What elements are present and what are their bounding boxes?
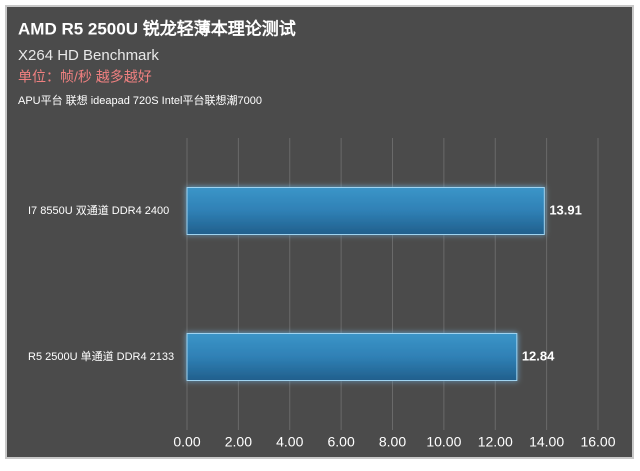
value-label: 12.84 <box>522 348 555 363</box>
x-tick-label: 10.00 <box>426 434 461 450</box>
y-tick-label: I7 8550U 双通道 DDR4 2400 <box>28 203 169 217</box>
bar <box>186 333 518 381</box>
x-tick-label: 6.00 <box>328 434 355 450</box>
plot-area: 0.00 2.00 4.00 6.00 8.00 10.00 12.00 14.00 16.00… <box>28 138 616 450</box>
chart-title: AMD R5 2500U 锐龙轻薄本理论测试 <box>18 18 296 38</box>
unit-note: 单位：帧/秒 越多越好 <box>18 69 152 85</box>
x-tick-label: 2.00 <box>225 434 252 450</box>
x-tick-label: 12.00 <box>478 434 513 450</box>
chart-subtitle: X264 HD Benchmark <box>18 47 159 64</box>
bar <box>186 187 545 235</box>
x-tick-label: 4.00 <box>276 434 303 450</box>
x-tick-label: 0.00 <box>173 434 200 450</box>
x-tick-label: 14.00 <box>529 434 564 450</box>
x-tick-label: 8.00 <box>379 434 406 450</box>
legend-note: APU平台 联想 ideapad 720S Intel平台联想潮7000 <box>18 93 262 107</box>
y-tick-label: R5 2500U 单通道 DDR4 2133 <box>28 349 174 363</box>
x-tick-label: 16.00 <box>580 434 615 450</box>
value-label: 13.91 <box>549 202 582 217</box>
